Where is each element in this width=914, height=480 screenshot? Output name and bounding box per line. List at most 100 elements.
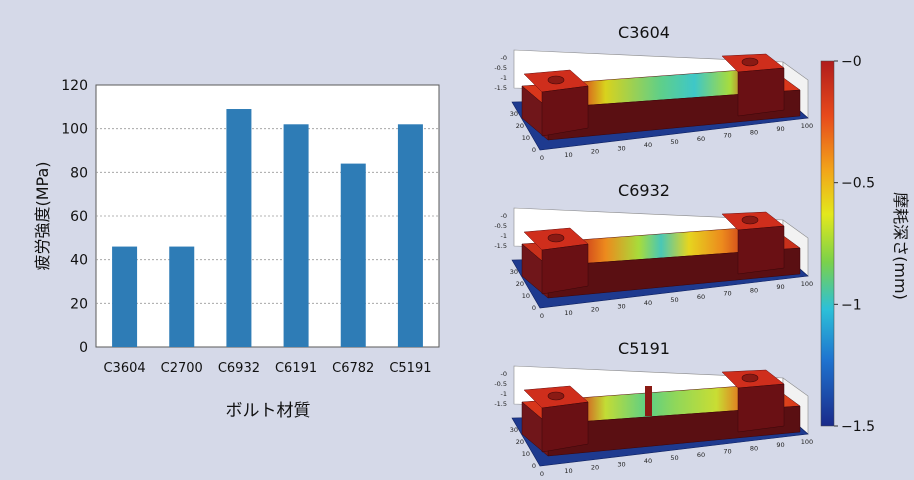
z-tick-label: -1 bbox=[501, 232, 507, 240]
right-bolt-hole bbox=[741, 373, 759, 383]
x-tick-label: 50 bbox=[670, 138, 678, 146]
bar-c2700 bbox=[169, 246, 195, 347]
y-tick-label: 120 bbox=[61, 78, 88, 94]
right-bolt-hole bbox=[741, 57, 759, 67]
x-tick-label: 70 bbox=[723, 290, 731, 298]
x-tick-label: 40 bbox=[644, 141, 652, 149]
x-tick-label: C6782 bbox=[332, 361, 374, 376]
x-tick-label: C6932 bbox=[218, 361, 260, 376]
surface-title: C3604 bbox=[618, 23, 670, 42]
x-axis-label: ボルト材質 bbox=[226, 401, 311, 421]
y-axis-label: 疲労強度(MPa) bbox=[33, 161, 52, 270]
y-tick-label: 20 bbox=[516, 438, 524, 446]
plot-area bbox=[95, 84, 440, 348]
y-tick-label: 0 bbox=[532, 304, 536, 312]
x-tick-label: 70 bbox=[723, 132, 731, 140]
colorbar-tick-label: −0 bbox=[841, 54, 862, 70]
fatigue-strength-bar-chart: 0 20 40 60 80 100 120 C3604 C2700 C6932 C6191 C678… bbox=[33, 78, 440, 421]
y-tick-label: 80 bbox=[70, 165, 88, 181]
z-tick-label: -0 bbox=[501, 212, 507, 220]
bar-c6932 bbox=[226, 109, 252, 348]
x-tick-labels: C3604 C2700 C6932 C6191 C6782 C5191 bbox=[103, 361, 431, 376]
x-tick-label: 80 bbox=[750, 444, 758, 452]
x-tick-label: 20 bbox=[591, 306, 599, 314]
x-tick-label: 30 bbox=[617, 302, 625, 310]
z-tick-label: -0.5 bbox=[494, 380, 507, 388]
z-tick-label: -0.5 bbox=[494, 222, 507, 230]
y-tick-label: 20 bbox=[70, 296, 88, 312]
left-bolt-hole bbox=[547, 391, 565, 401]
surface-left bbox=[521, 401, 549, 457]
x-tick-label: 60 bbox=[697, 293, 705, 301]
x-tick-label: 80 bbox=[750, 128, 758, 136]
z-tick-label: -1.5 bbox=[494, 84, 507, 92]
x-tick-label: 100 bbox=[801, 122, 813, 130]
y-tick-label: 0 bbox=[532, 462, 536, 470]
x-tick-label: 10 bbox=[564, 467, 572, 475]
left-block-front bbox=[541, 85, 589, 137]
y-tick-label: 30 bbox=[510, 110, 518, 118]
bar-c6191 bbox=[283, 124, 309, 347]
bar-c6782 bbox=[340, 163, 366, 347]
x-tick-label: C5191 bbox=[389, 361, 431, 376]
y-tick-label: 60 bbox=[70, 209, 88, 225]
colorbar-tick-label: −1.5 bbox=[841, 419, 875, 435]
z-tick-label: -0 bbox=[501, 54, 507, 62]
y-tick-label: 20 bbox=[516, 122, 524, 130]
y-tick-label: 30 bbox=[510, 426, 518, 434]
gridlines bbox=[96, 128, 439, 304]
x-tick-label: 90 bbox=[776, 283, 784, 291]
y-tick-label: 100 bbox=[61, 122, 88, 138]
surface-title: C6932 bbox=[618, 181, 670, 200]
bars bbox=[112, 109, 423, 348]
z-tick-label: -0.5 bbox=[494, 64, 507, 72]
x-tick-label: 10 bbox=[564, 151, 572, 159]
x-tick-label: 0 bbox=[540, 154, 544, 162]
colorbar-tick-label: −1 bbox=[841, 297, 862, 313]
x-tick-label: 90 bbox=[776, 441, 784, 449]
bar-c3604 bbox=[112, 246, 138, 347]
x-tick-label: 20 bbox=[591, 148, 599, 156]
x-tick-label: C6191 bbox=[275, 361, 317, 376]
x-tick-label: 0 bbox=[540, 312, 544, 320]
x-tick-label: 60 bbox=[697, 451, 705, 459]
z-tick-label: -1.5 bbox=[494, 400, 507, 408]
x-tick-label: 90 bbox=[776, 125, 784, 133]
left-block-front bbox=[541, 243, 589, 295]
right-block-front bbox=[737, 383, 785, 433]
y-tick-labels: 0 20 40 60 80 100 120 bbox=[61, 78, 88, 356]
left-bolt-hole bbox=[547, 233, 565, 243]
z-tick-label: -1 bbox=[501, 74, 507, 82]
left-block-front bbox=[541, 401, 589, 453]
y-tick-label: 10 bbox=[522, 450, 530, 458]
right-bolt-hole bbox=[741, 215, 759, 225]
x-tick-label: 0 bbox=[540, 470, 544, 478]
left-bolt-hole bbox=[547, 75, 565, 85]
right-block-front bbox=[737, 67, 785, 117]
y-tick-label: 0 bbox=[532, 146, 536, 154]
x-tick-label: 10 bbox=[564, 309, 572, 317]
y-tick-label: 30 bbox=[510, 268, 518, 276]
x-tick-label: 30 bbox=[617, 460, 625, 468]
x-tick-label: 30 bbox=[617, 144, 625, 152]
x-tick-label: C3604 bbox=[103, 361, 145, 376]
colorbar-gradient bbox=[820, 60, 835, 427]
wear-peak bbox=[645, 386, 652, 416]
x-tick-label: 50 bbox=[670, 296, 678, 304]
z-tick-label: -1.5 bbox=[494, 242, 507, 250]
x-tick-label: C2700 bbox=[161, 361, 203, 376]
surface-left bbox=[521, 85, 549, 141]
x-tick-label: 100 bbox=[801, 280, 813, 288]
y-tick-label: 0 bbox=[79, 340, 88, 356]
colorbar-tick-labels: −0 −0.5 −1 −1.5 bbox=[834, 54, 875, 435]
z-tick-label: -1 bbox=[501, 390, 507, 398]
x-tick-label: 40 bbox=[644, 457, 652, 465]
wear-depth-colorbar: −0 −0.5 −1 −1.5 摩耗深さ(mm) bbox=[820, 54, 910, 435]
x-tick-label: 20 bbox=[591, 464, 599, 472]
bar-c5191 bbox=[397, 124, 423, 347]
